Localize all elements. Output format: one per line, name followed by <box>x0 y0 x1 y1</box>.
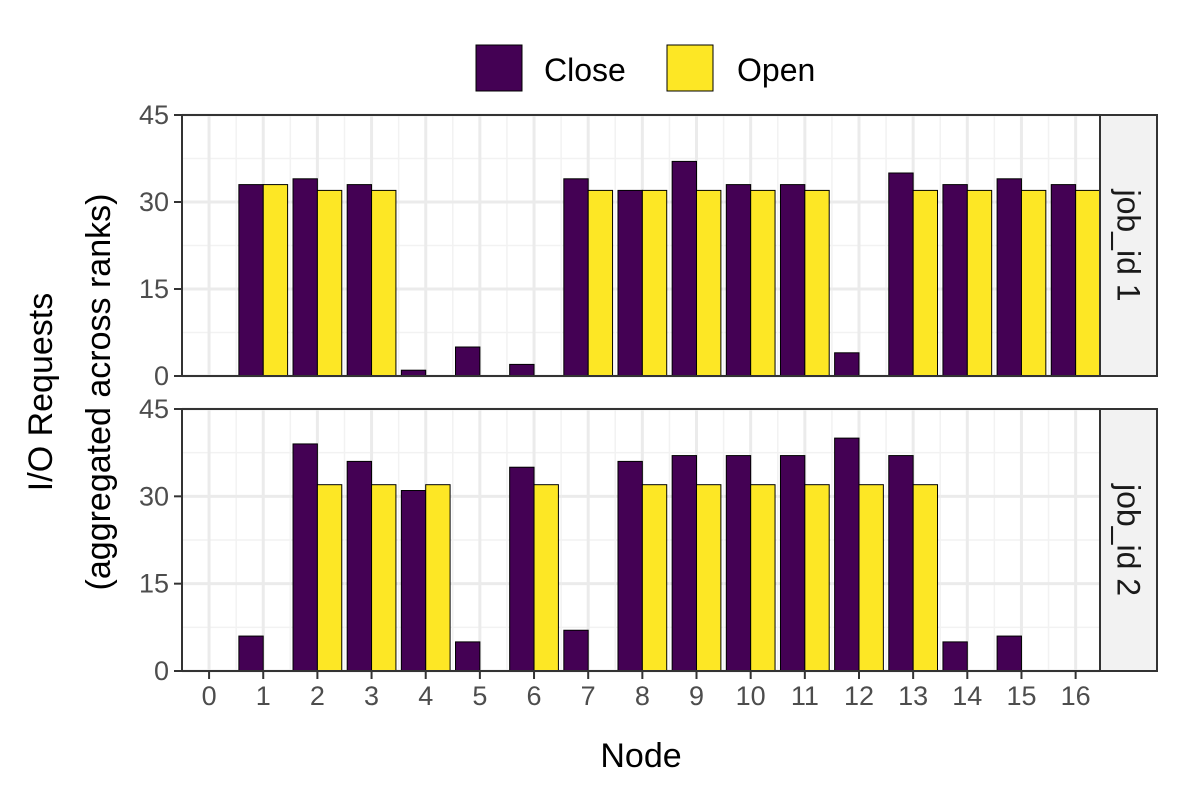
x-tick-label: 14 <box>952 681 982 711</box>
x-tick-label: 15 <box>1006 681 1036 711</box>
bar-close-node-8 <box>617 460 643 672</box>
x-tick-label: 10 <box>736 681 766 711</box>
bar-open-node-10 <box>750 189 776 377</box>
panel-job-id-1: job_id 1 0 15 30 45 <box>139 100 1158 391</box>
x-tick-label: 3 <box>364 681 379 711</box>
bar-close-node-11 <box>779 455 806 672</box>
bar-open-node-12 <box>858 484 884 672</box>
bar-close-node-2 <box>292 443 318 672</box>
bar-close-node-2 <box>292 178 318 377</box>
bar-open-node-8 <box>641 189 668 377</box>
bar-close-node-14 <box>942 184 968 377</box>
x-tick-label: 5 <box>472 681 487 711</box>
bar-close-node-15 <box>996 178 1022 377</box>
y-axis-title-line1: I/O Requests <box>22 293 60 491</box>
bar-close-node-5 <box>455 346 481 377</box>
y-tick-label: 45 <box>139 394 169 424</box>
bar-open-node-3 <box>371 484 397 672</box>
bar-open-node-16 <box>1075 189 1101 377</box>
facet-strip-label: job_id 2 <box>1111 483 1147 596</box>
bar-close-node-6 <box>509 363 535 377</box>
bar-close-node-3 <box>346 184 373 377</box>
y-tick-label: 15 <box>139 569 169 599</box>
bar-close-node-11 <box>779 184 806 377</box>
bar-open-node-11 <box>804 484 830 672</box>
bar-open-node-9 <box>696 189 722 377</box>
bar-close-node-15 <box>996 635 1022 672</box>
x-tick-label: 1 <box>256 681 271 711</box>
y-axis-title-line2: (aggregated across ranks) <box>80 194 118 591</box>
bar-open-node-11 <box>804 189 830 377</box>
bar-close-node-8 <box>617 189 643 377</box>
y-tick-label: 0 <box>154 656 169 686</box>
y-tick-label: 15 <box>139 274 169 304</box>
y-tick-label: 30 <box>139 187 169 217</box>
facet-strip <box>1099 408 1158 672</box>
bar-close-node-9 <box>671 160 698 377</box>
bar-close-node-5 <box>455 641 481 672</box>
legend: Close Open <box>475 44 815 92</box>
x-tick-label: 0 <box>202 681 217 711</box>
x-tick-label: 13 <box>898 681 928 711</box>
legend-label-open: Open <box>737 52 815 88</box>
x-axis-title: Node <box>600 737 681 775</box>
bar-close-node-12 <box>834 437 860 672</box>
x-tick-label: 12 <box>844 681 874 711</box>
x-tick-label: 9 <box>689 681 704 711</box>
y-tick-label: 30 <box>139 481 169 511</box>
bar-close-node-3 <box>346 460 373 672</box>
bar-open-node-3 <box>371 189 397 377</box>
x-tick-label: 2 <box>310 681 325 711</box>
bar-close-node-9 <box>671 455 698 672</box>
bar-open-node-9 <box>696 484 722 672</box>
bar-close-node-14 <box>942 641 968 672</box>
x-tick-label: 7 <box>581 681 596 711</box>
bar-open-node-14 <box>966 189 993 377</box>
bar-close-node-7 <box>563 178 589 377</box>
bar-open-node-8 <box>641 484 668 672</box>
x-tick-label: 16 <box>1061 681 1091 711</box>
bar-close-node-7 <box>563 629 589 672</box>
bar-close-node-10 <box>725 184 752 377</box>
bar-close-node-13 <box>888 455 914 672</box>
x-tick-label: 11 <box>791 681 819 711</box>
y-tick-label: 0 <box>154 361 169 391</box>
y-tick-label: 45 <box>139 100 169 130</box>
bar-close-node-6 <box>509 466 535 672</box>
x-tick-label: 6 <box>527 681 542 711</box>
bar-open-node-13 <box>912 189 939 377</box>
legend-label-close: Close <box>544 52 626 88</box>
bar-open-node-13 <box>912 484 939 672</box>
facet-strip <box>1099 114 1158 377</box>
bar-open-node-2 <box>316 484 343 672</box>
bar-open-node-7 <box>587 189 614 377</box>
facet-strip-label: job_id 1 <box>1111 188 1147 301</box>
bar-close-node-13 <box>888 172 914 377</box>
legend-swatch-open <box>666 44 714 92</box>
bar-close-node-4 <box>400 490 427 672</box>
bar-open-node-15 <box>1020 189 1047 377</box>
bar-open-node-1 <box>262 184 289 377</box>
x-tick-label: 8 <box>635 681 650 711</box>
bar-open-node-6 <box>533 484 559 672</box>
x-axis: 0 1 2 3 4 5 6 7 8 9 10 11 12 13 14 15 16 <box>202 671 1091 711</box>
bar-close-node-10 <box>725 455 752 672</box>
bar-close-node-1 <box>238 635 264 672</box>
legend-swatch-close <box>475 44 523 92</box>
bar-open-node-4 <box>425 484 451 672</box>
x-tick-label: 4 <box>418 681 433 711</box>
bar-open-node-2 <box>316 189 343 377</box>
bar-close-node-1 <box>238 184 264 377</box>
bar-close-node-16 <box>1050 184 1077 377</box>
bar-close-node-12 <box>834 352 860 377</box>
panel-job-id-2: job_id 2 0 15 30 45 <box>139 394 1158 686</box>
bar-open-node-10 <box>750 484 776 672</box>
